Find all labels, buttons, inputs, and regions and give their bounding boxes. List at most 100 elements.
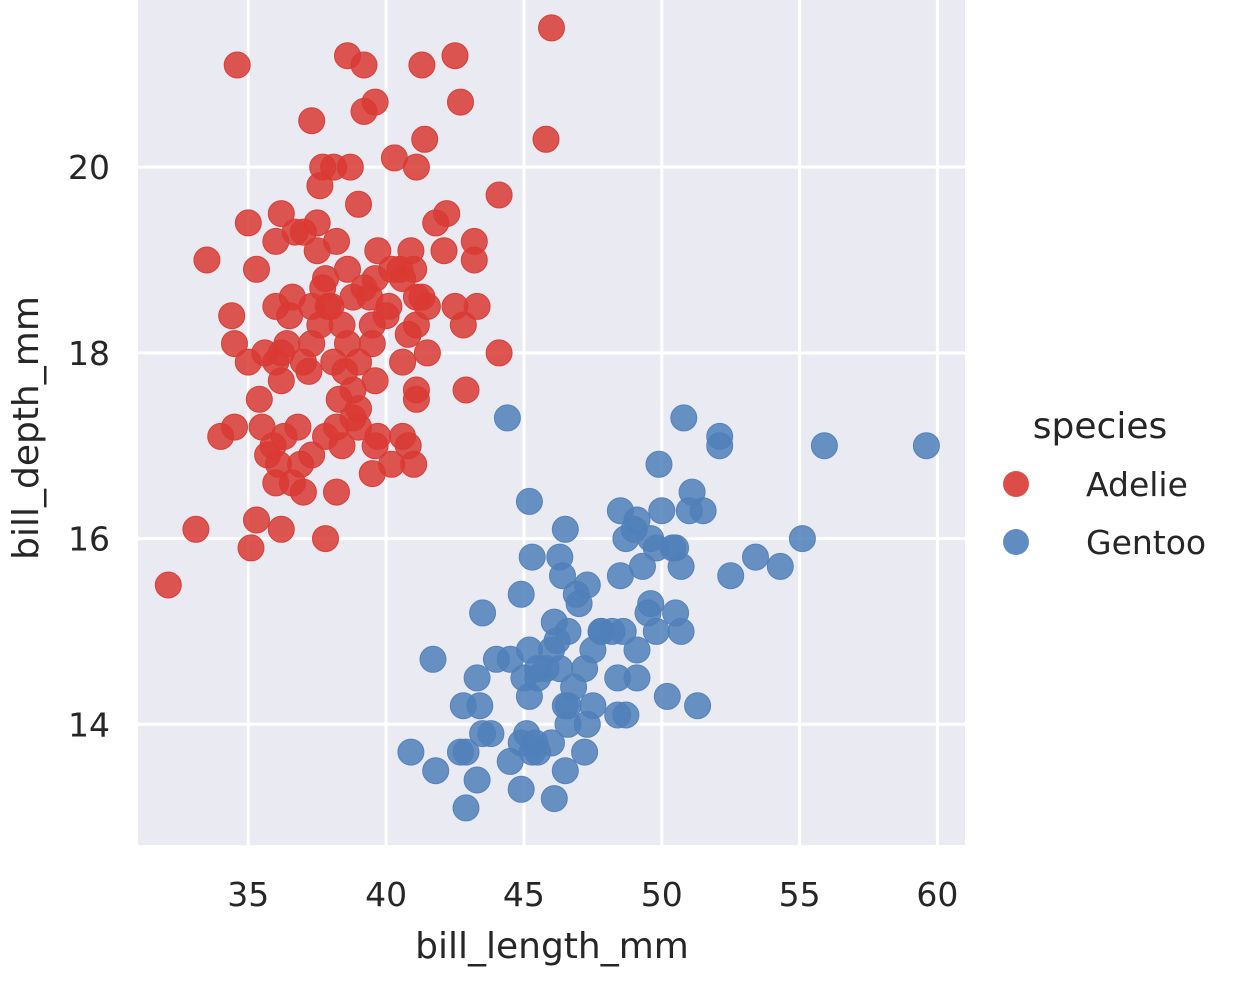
data-point [637,590,665,618]
data-point [496,747,524,775]
data-points [154,14,940,822]
data-point [612,701,640,729]
data-point [551,757,579,785]
data-point [623,636,651,664]
data-point [154,571,182,599]
data-point [223,51,251,79]
data-point [306,172,334,200]
series-adelie [154,14,565,599]
data-point [303,237,331,265]
data-point [571,655,599,683]
data-point [358,460,386,488]
data-point [463,766,491,794]
data-point [251,339,279,367]
data-point [408,51,436,79]
data-point [912,432,940,460]
data-point [386,255,414,283]
data-point [267,200,295,228]
data-point [766,552,794,580]
data-point [717,562,745,590]
data-point [648,497,676,525]
data-point [549,562,576,590]
data-point [452,738,480,766]
data-point [400,450,428,478]
data-point [221,330,248,358]
data-point [331,357,359,385]
y-tick-label: 14 [68,705,110,744]
data-point [645,450,673,478]
data-point [565,590,593,618]
data-point [689,497,717,525]
x-tick-label: 60 [916,875,958,914]
data-point [642,534,670,562]
data-point [413,339,441,367]
data-point [402,153,430,181]
data-point [620,515,648,543]
data-point [411,125,439,153]
data-point [463,664,491,692]
data-point [551,515,579,543]
data-point [554,692,582,720]
data-point [430,237,458,265]
data-point [267,367,295,395]
data-point [493,404,521,432]
data-point [706,432,734,460]
data-point [667,617,695,645]
data-point [667,552,695,580]
data-point [422,209,450,237]
data-point [742,543,769,571]
data-point [408,283,436,311]
x-tick-label: 40 [365,875,407,914]
legend-marker-adelie [1003,471,1029,497]
data-point [218,302,246,330]
data-point [441,42,469,70]
data-point [254,441,282,469]
data-point [364,237,392,265]
data-point [518,543,546,571]
data-point [507,580,535,608]
data-point [485,339,513,367]
data-point [312,525,339,553]
data-point [289,218,317,246]
data-point [507,775,535,803]
data-point [670,404,698,432]
legend-label-gentoo: Gentoo [1086,523,1206,562]
data-point [309,274,337,302]
data-point [234,209,262,237]
data-point [245,385,273,413]
x-tick-label: 45 [503,875,545,914]
data-point [532,655,560,683]
data-point [463,292,491,320]
data-point [532,125,560,153]
data-point [262,227,290,255]
y-tick-label: 16 [68,520,110,559]
y-axis-label: bill_depth_mm [6,296,47,560]
data-point [788,525,816,553]
y-tick-label: 20 [68,148,110,187]
data-point [515,487,543,515]
data-point [449,692,477,720]
data-point [182,515,210,543]
data-point [538,14,565,42]
data-point [389,348,417,376]
data-point [587,617,615,645]
data-point [629,552,656,580]
data-point [361,432,389,460]
data-point [221,413,248,441]
x-tick-label: 50 [641,875,683,914]
data-point [298,107,326,135]
data-point [336,153,364,181]
data-point [193,246,221,274]
data-point [350,274,378,302]
data-point [402,385,430,413]
data-point [540,785,568,813]
data-point [402,311,430,339]
data-point [419,645,447,673]
legend-label-adelie: Adelie [1086,465,1188,504]
data-point [485,181,513,209]
y-tick-label: 18 [68,334,110,373]
x-axis-label: bill_length_mm [415,926,689,967]
data-point [350,51,378,79]
data-point [345,413,372,441]
